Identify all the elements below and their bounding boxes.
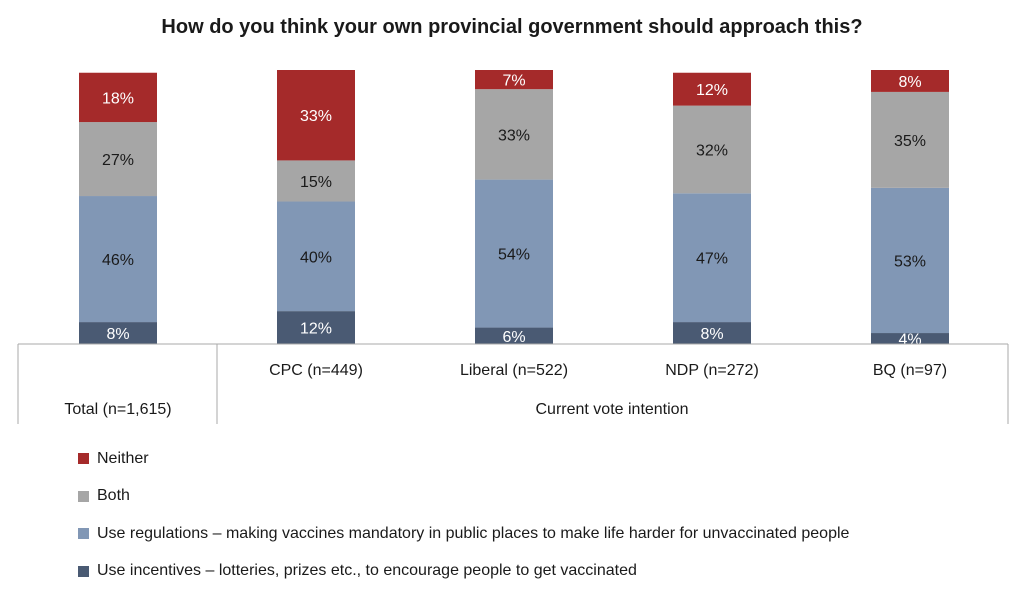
legend-label-regulations: Use regulations – making vaccines mandat… — [97, 525, 849, 543]
data-label-incentives-2: 12% — [300, 321, 332, 338]
legend-swatch-regulations — [78, 528, 89, 539]
legend-item-neither: Neither — [78, 440, 849, 478]
legend-item-regulations: Use regulations – making vaccines mandat… — [78, 515, 849, 553]
legend-swatch-both — [78, 491, 89, 502]
category-label-5: BQ (n=97) — [873, 362, 947, 379]
legend-item-both: Both — [78, 478, 849, 516]
legend: Neither Both Use regulations – making vacc… — [78, 440, 849, 590]
category-label-3: Liberal (n=522) — [460, 362, 568, 379]
data-label-regulations-1: 46% — [102, 252, 134, 269]
data-label-regulations-4: 47% — [696, 251, 728, 268]
data-label-incentives-4: 8% — [700, 326, 723, 343]
legend-item-incentives: Use incentives – lotteries, prizes etc.,… — [78, 553, 849, 590]
category-label-2: CPC (n=449) — [269, 362, 363, 379]
legend-swatch-neither — [78, 453, 89, 464]
data-label-both-3: 33% — [498, 127, 530, 144]
data-label-incentives-3: 6% — [502, 329, 525, 346]
data-label-neither-3: 7% — [502, 73, 525, 90]
data-label-neither-5: 8% — [898, 74, 921, 91]
data-label-neither-2: 33% — [300, 108, 332, 125]
data-label-incentives-1: 8% — [106, 326, 129, 343]
data-label-incentives-5: 4% — [898, 332, 921, 349]
legend-label-neither: Neither — [97, 450, 149, 468]
data-label-both-4: 32% — [696, 142, 728, 159]
stacked-bar-chart: 8% 46% 27% 18% 12% 40% 15% 33% 6% 54% 33% 7% 8% 47% 32… — [0, 0, 1024, 430]
data-label-both-1: 27% — [102, 152, 134, 169]
data-label-both-5: 35% — [894, 133, 926, 150]
data-label-both-2: 15% — [300, 174, 332, 191]
legend-label-incentives: Use incentives – lotteries, prizes etc.,… — [97, 562, 637, 580]
data-label-regulations-2: 40% — [300, 249, 332, 266]
category-label-4: NDP (n=272) — [665, 362, 759, 379]
data-label-neither-1: 18% — [102, 90, 134, 107]
group-label: Current vote intention — [536, 401, 689, 418]
category-label-1: Total (n=1,615) — [64, 401, 171, 418]
data-label-neither-4: 12% — [696, 82, 728, 99]
data-label-regulations-3: 54% — [498, 247, 530, 264]
data-label-regulations-5: 53% — [894, 253, 926, 270]
legend-label-both: Both — [97, 487, 130, 505]
legend-swatch-incentives — [78, 566, 89, 577]
